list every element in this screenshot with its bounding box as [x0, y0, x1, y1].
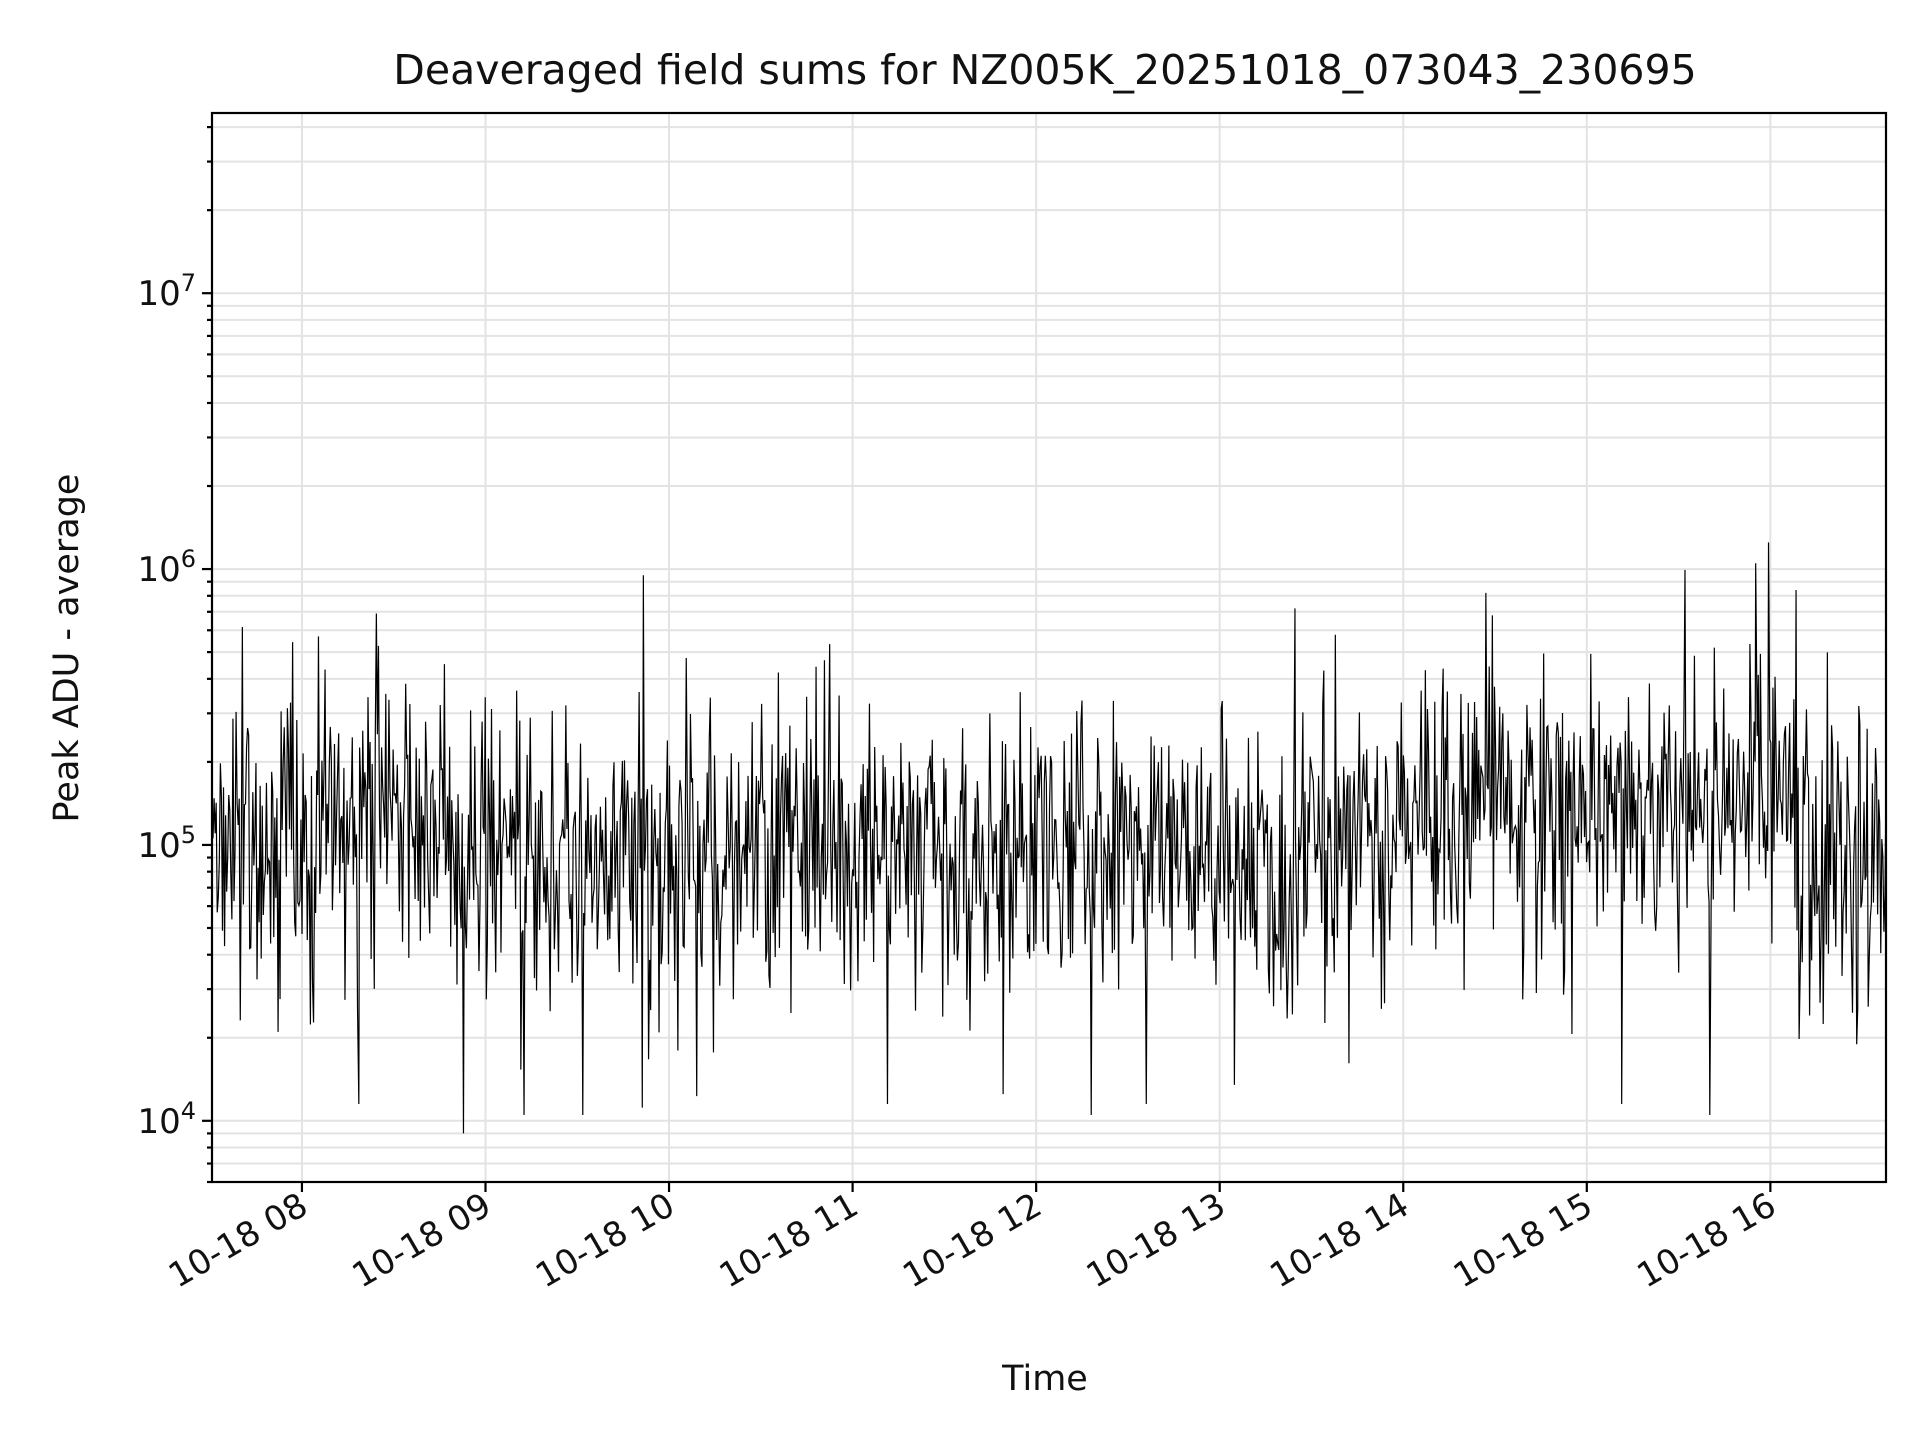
y-tick-base: 10 [137, 826, 180, 866]
chart-title: Deaveraged field sums for NZ005K_2025101… [393, 46, 1696, 94]
y-tick-label: 106 [137, 545, 196, 590]
y-axis-label: Peak ADU - average [47, 474, 87, 823]
y-tick-exponent: 6 [181, 545, 196, 573]
y-tick-exponent: 4 [181, 1097, 196, 1125]
y-tick-label: 104 [137, 1097, 196, 1142]
series-layer [212, 542, 1886, 1134]
plot-frame [210, 111, 1888, 1184]
y-tick-exponent: 5 [181, 821, 196, 849]
x-axis-label: Time [1001, 1359, 1088, 1399]
y-tick-base: 10 [137, 550, 180, 590]
y-tick-label: 107 [137, 269, 196, 314]
y-tick-base: 10 [137, 1102, 180, 1142]
series-line [212, 542, 1886, 1134]
y-tick-base: 10 [137, 274, 180, 314]
y-tick-label: 105 [137, 821, 196, 866]
y-tick-exponent: 7 [181, 269, 196, 297]
